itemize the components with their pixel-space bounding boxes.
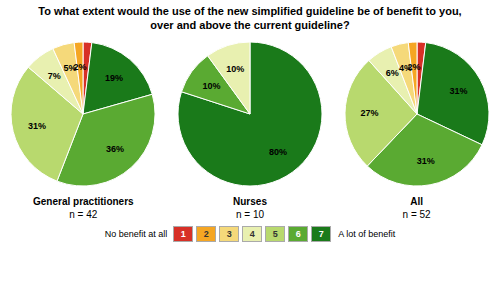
html-text:over and above the current gui: over and above the current guideline? xyxy=(150,19,350,31)
html-text:n = 42: n = 42 xyxy=(69,209,98,220)
html-text:4: 4 xyxy=(249,229,255,239)
html-text:To what extent would the use o: To what extent would the use of the new … xyxy=(38,5,462,17)
html-text:1: 1 xyxy=(180,229,186,239)
svg-text:31%: 31% xyxy=(28,121,46,131)
svg-text:36%: 36% xyxy=(106,144,124,154)
html-text:All: All xyxy=(410,196,423,207)
svg-text:2%: 2% xyxy=(407,62,420,72)
html-text:n = 10: n = 10 xyxy=(235,209,264,220)
svg-text:2%: 2% xyxy=(74,62,87,72)
svg-text:5%: 5% xyxy=(63,63,77,74)
svg-text:6%: 6% xyxy=(385,68,398,78)
html-text:A lot of benefit: A lot of benefit xyxy=(338,229,396,239)
svg-text:31%: 31% xyxy=(449,86,467,96)
svg-text:31%: 31% xyxy=(416,156,434,166)
html-text:6: 6 xyxy=(295,229,301,239)
html-text:General practitioners: General practitioners xyxy=(33,196,134,207)
html-text:No benefit at all: No benefit at all xyxy=(104,229,168,239)
svg-text:80%: 80% xyxy=(269,147,287,157)
svg-text:7%: 7% xyxy=(48,71,61,81)
html-text:2: 2 xyxy=(203,229,209,239)
html-text:5: 5 xyxy=(272,229,278,239)
html-text:Nurses: Nurses xyxy=(233,196,267,207)
svg-text:10%: 10% xyxy=(203,81,221,91)
html-text:7: 7 xyxy=(318,229,324,239)
svg-text:4%: 4% xyxy=(398,62,412,73)
svg-text:19%: 19% xyxy=(105,73,123,83)
svg-text:10%: 10% xyxy=(226,64,244,74)
svg-text:27%: 27% xyxy=(360,108,378,118)
html-text:n = 52: n = 52 xyxy=(402,209,431,220)
html-text:3: 3 xyxy=(226,229,232,239)
